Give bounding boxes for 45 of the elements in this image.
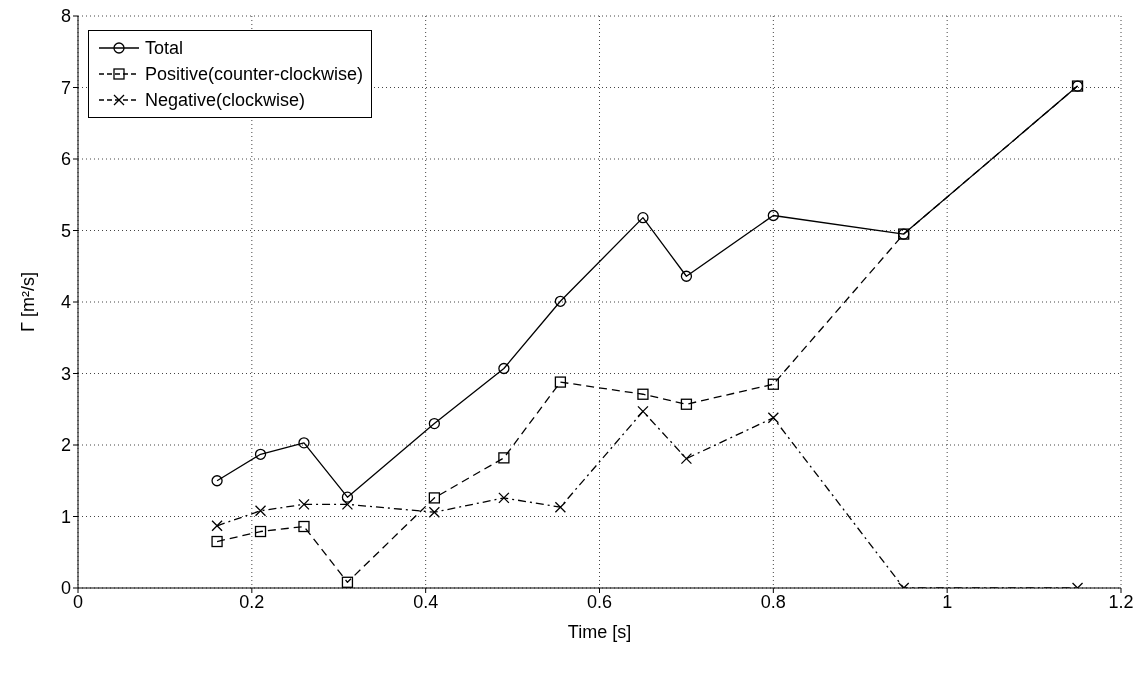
point — [637, 405, 649, 418]
y-tick-label: 1 — [60, 506, 71, 527]
point — [680, 270, 693, 282]
point — [767, 378, 779, 390]
y-axis-title: Γ [m²/s] — [18, 272, 39, 332]
point — [637, 211, 649, 224]
point — [498, 452, 510, 464]
point — [428, 492, 441, 504]
point — [298, 437, 310, 449]
point — [498, 362, 510, 375]
y-tick-label: 6 — [60, 149, 71, 170]
x-tick-label: 1 — [942, 591, 953, 612]
y-tick-label: 8 — [60, 6, 71, 27]
point — [767, 209, 779, 222]
x-tick-label: 1.2 — [1108, 591, 1134, 612]
y-tick-label: 7 — [60, 77, 71, 98]
point — [298, 520, 310, 533]
point — [211, 520, 223, 532]
y-tick-label: 5 — [60, 220, 71, 241]
point — [637, 388, 649, 400]
point — [428, 506, 441, 518]
y-tick-label: 2 — [60, 435, 71, 456]
x-tick-label: 0.4 — [413, 591, 439, 612]
point — [767, 412, 779, 424]
point — [554, 501, 567, 513]
legend-label: Negative(clockwise) — [145, 89, 306, 111]
point — [254, 525, 267, 538]
legend-label: Positive(counter-clockwise) — [145, 63, 364, 85]
y-tick-label: 3 — [60, 363, 71, 384]
point — [680, 398, 693, 410]
y-tick-label: 4 — [60, 292, 71, 313]
point — [341, 491, 354, 503]
point — [211, 475, 223, 487]
legend-label: Total — [145, 37, 184, 59]
x-axis-title: Time [s] — [567, 622, 632, 642]
x-tick-label: 0.6 — [586, 591, 613, 612]
x-tick-label: 0.8 — [760, 591, 786, 612]
point — [254, 448, 267, 460]
point — [554, 295, 567, 307]
point — [554, 376, 567, 388]
x-tick-label: 0.2 — [239, 591, 265, 612]
point — [211, 535, 223, 548]
point — [341, 576, 354, 588]
point — [428, 417, 441, 430]
y-tick-label: 0 — [60, 578, 71, 599]
